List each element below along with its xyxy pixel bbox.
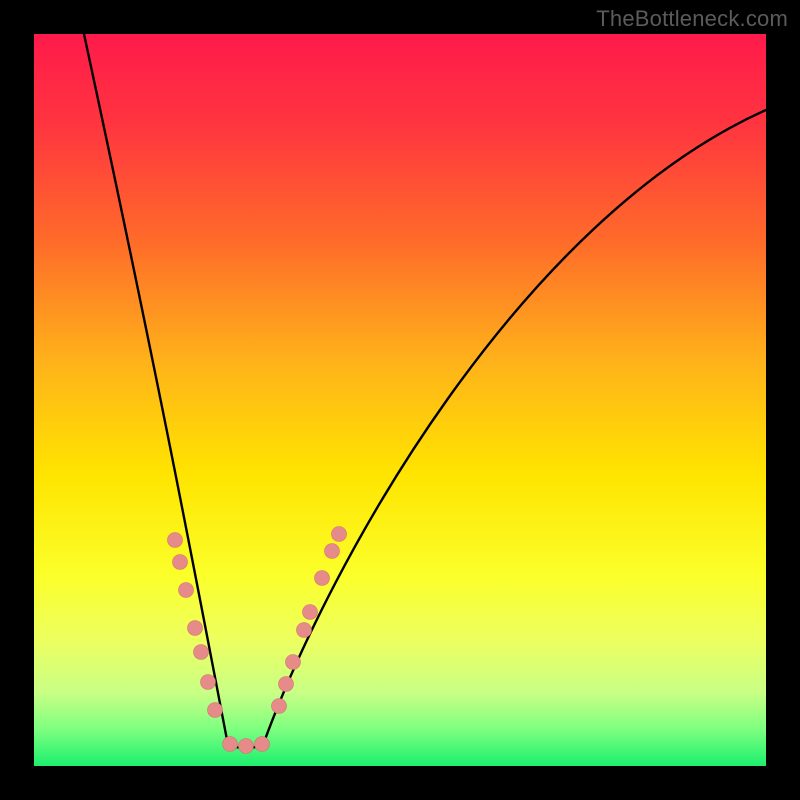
dot-right-7 (332, 527, 347, 542)
dot-left-5 (201, 675, 216, 690)
watermark-text: TheBottleneck.com (596, 6, 788, 32)
dot-left-0 (168, 533, 183, 548)
dot-trough-0 (223, 737, 238, 752)
dot-left-1 (173, 555, 188, 570)
dot-right-5 (315, 571, 330, 586)
bottleneck-chart: TheBottleneck.com (0, 0, 800, 800)
dot-right-1 (279, 677, 294, 692)
dot-left-4 (194, 645, 209, 660)
dot-right-3 (297, 623, 312, 638)
dot-left-3 (188, 621, 203, 636)
dot-right-4 (303, 605, 318, 620)
dot-trough-1 (239, 739, 254, 754)
dot-right-2 (286, 655, 301, 670)
dot-right-6 (325, 544, 340, 559)
dot-right-0 (272, 699, 287, 714)
dot-left-2 (179, 583, 194, 598)
chart-svg (0, 0, 800, 800)
plot-background (34, 34, 766, 766)
dot-trough-2 (255, 737, 270, 752)
dot-left-6 (208, 703, 223, 718)
